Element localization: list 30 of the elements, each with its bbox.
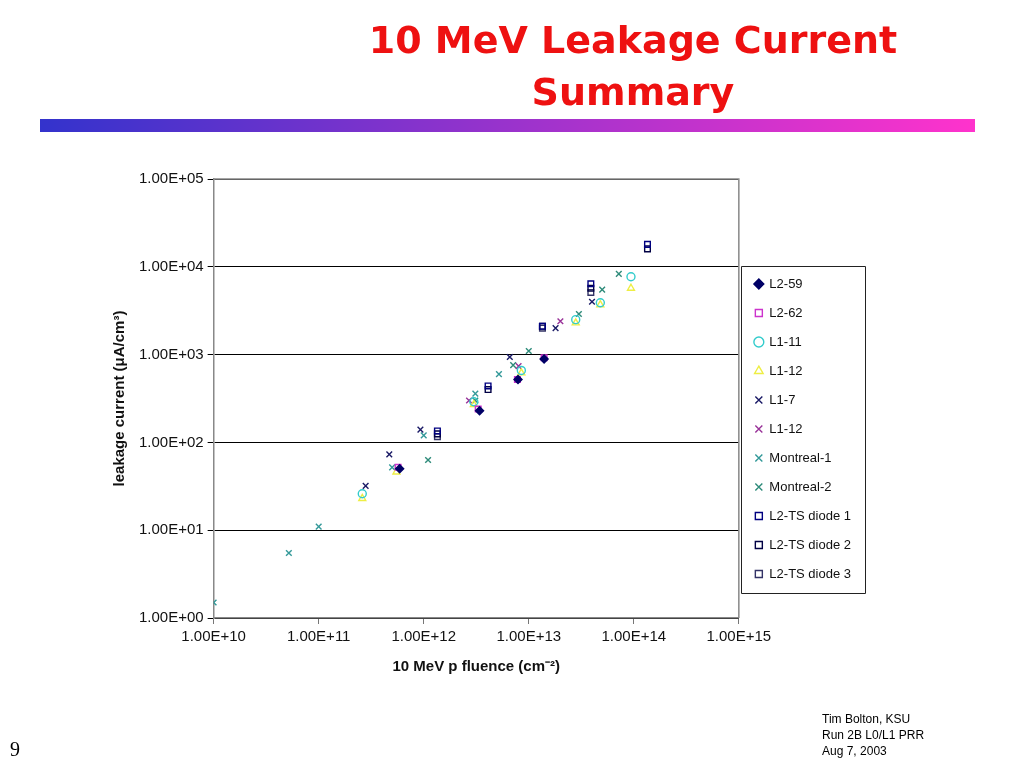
text: Run 2B L0/L1 PRR bbox=[822, 727, 925, 743]
text: 9 bbox=[10, 738, 20, 761]
legend-label: L1-12 bbox=[769, 420, 803, 436]
x-tick-label: 1.00E+15 bbox=[706, 627, 772, 645]
x-tick-label: 1.00E+13 bbox=[496, 627, 562, 645]
legend-label: L1-12 bbox=[769, 362, 803, 378]
y-tick-label: 1.00E+02 bbox=[138, 432, 204, 450]
text: Aug 7, 2003 bbox=[822, 743, 888, 759]
text: Tim Bolton, KSU bbox=[822, 711, 912, 727]
legend-label: L1-11 bbox=[769, 333, 802, 349]
y-tick-label: 1.00E+05 bbox=[138, 169, 204, 187]
legend-label: L2-TS diode 3 bbox=[769, 565, 852, 581]
legend-label: L2-59 bbox=[769, 275, 803, 291]
x-tick-label: 1.00E+12 bbox=[391, 627, 457, 645]
x-axis-title: 10 MeV p fluence (cm⁻²) bbox=[392, 657, 561, 675]
legend-label: L1-7 bbox=[769, 391, 796, 407]
legend-label: Montreal-2 bbox=[769, 478, 832, 494]
y-tick-label: 1.00E+04 bbox=[138, 256, 204, 274]
y-axis-title: leakage current (μA/cm³) bbox=[110, 310, 128, 487]
y-tick-label: 1.00E+03 bbox=[138, 344, 204, 362]
legend-label: L2-TS diode 2 bbox=[769, 536, 852, 552]
x-tick-label: 1.00E+11 bbox=[286, 627, 351, 645]
y-tick-label: 1.00E+00 bbox=[138, 608, 204, 626]
legend-label: L2-62 bbox=[769, 304, 803, 320]
x-tick-label: 1.00E+14 bbox=[601, 627, 667, 645]
legend-label: L2-TS diode 1 bbox=[769, 507, 852, 523]
x-tick-label: 1.00E+10 bbox=[181, 627, 246, 645]
chart-title: 10 MeV Leakage Current Summary bbox=[367, 17, 899, 116]
legend-label: Montreal-1 bbox=[769, 449, 832, 465]
y-tick-label: 1.00E+01 bbox=[138, 520, 204, 538]
